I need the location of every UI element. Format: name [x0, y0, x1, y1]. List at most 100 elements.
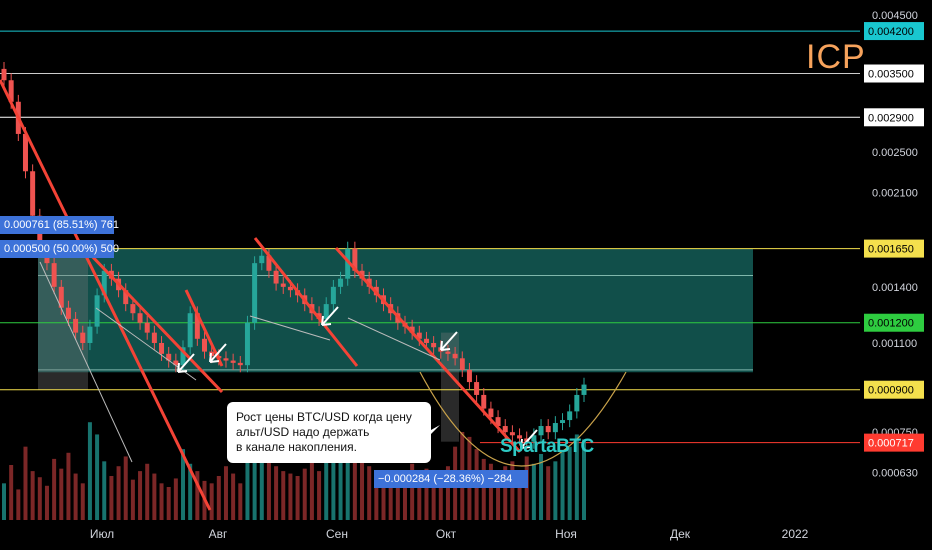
candle-body [409, 326, 415, 333]
candle-body [352, 248, 358, 271]
candle-body [517, 435, 523, 439]
candle-body [445, 351, 451, 354]
candle-body [531, 435, 537, 442]
candle-body [323, 304, 329, 319]
y-tick-label: 0.001400 [872, 282, 918, 294]
candle-body [423, 338, 429, 343]
signal-arrow [520, 429, 538, 449]
volume-bar [331, 446, 336, 520]
volume-bar [417, 473, 422, 520]
volume-bar [52, 458, 57, 520]
candle-body [280, 283, 286, 287]
volume-bar [152, 473, 157, 520]
candle-body [130, 304, 136, 314]
volume-bar [539, 454, 544, 520]
measure-label-upper: 0.000761 (85.51%) 761 [0, 216, 119, 234]
candle-body [273, 270, 279, 284]
volume-bar [367, 466, 372, 520]
volume-bar [281, 471, 286, 520]
candle-body [416, 332, 422, 339]
candle-body [123, 290, 129, 305]
candle-body [22, 133, 28, 172]
volume-bar [424, 468, 429, 520]
candle-body [1, 68, 7, 81]
volume-bar [524, 456, 529, 520]
rounding-bottom-arc [419, 371, 627, 467]
level-price-label: 0.001200 [868, 318, 914, 330]
volume-bar [23, 446, 28, 520]
signal-arrow [440, 331, 458, 351]
volume-bar [510, 461, 515, 520]
volume-bar [216, 476, 221, 520]
candle-body [474, 382, 480, 395]
x-tick-label: Авг [209, 527, 228, 541]
level-price-tag [864, 108, 924, 127]
x-tick-label: Окт [436, 527, 457, 541]
volume-bar [37, 477, 42, 520]
candle-body [51, 263, 57, 287]
candle-body [538, 426, 544, 436]
candle-body [502, 426, 508, 433]
candle-body [287, 286, 293, 291]
volume-bar [102, 461, 107, 520]
volume-bar [16, 489, 21, 520]
note-line: в канале накопления. [236, 440, 357, 454]
y-tick-label: 0.001100 [872, 338, 917, 350]
candle-body [431, 342, 437, 348]
level-price-label: 0.004200 [868, 26, 914, 38]
level-price-tag [864, 239, 924, 258]
volume-bar [481, 458, 486, 520]
volume-bar [195, 471, 200, 520]
candle-body [80, 332, 86, 343]
x-tick-label: 2022 [782, 527, 809, 541]
measure-label-middle: 0.000500 (50.00%) 500 [0, 240, 119, 258]
author-watermark: SpartaBTC [500, 436, 594, 457]
candle-body [266, 255, 272, 271]
volume-bar [395, 478, 400, 520]
volume-bar [116, 466, 121, 520]
candle-body [338, 278, 344, 287]
signal-arrow [209, 343, 227, 363]
volume-bar [266, 458, 271, 520]
volume-bar [145, 463, 150, 520]
candle-body [87, 326, 93, 343]
volume-bar [288, 473, 293, 520]
ticker-label: ICP [806, 38, 866, 76]
volume-bar [259, 432, 264, 520]
y-tick-label: 0.002500 [872, 147, 918, 159]
volume-bar [574, 434, 579, 520]
volume-bar [66, 452, 71, 520]
volume-bar [252, 410, 257, 520]
volume-bar [553, 461, 558, 520]
candle-body [581, 384, 587, 395]
y-tick-label: 0.004500 [872, 10, 918, 22]
volume-bar [159, 483, 164, 520]
volume-bar [44, 485, 49, 520]
volume-bar [431, 471, 436, 520]
measure-box [38, 248, 88, 390]
volume-bar [130, 479, 135, 520]
volume-bar [73, 473, 78, 520]
candle-body [73, 318, 79, 333]
volume-bar [87, 422, 92, 520]
volume-bar [582, 439, 586, 520]
volume-bar [381, 473, 386, 520]
level-price-tag [864, 22, 924, 41]
candle-body [180, 347, 186, 366]
candle-body [137, 313, 143, 323]
volume-bar [223, 466, 228, 520]
candle-body [567, 411, 573, 421]
volume-bar [80, 483, 85, 520]
volume-bar [567, 446, 572, 520]
volume-bar [338, 456, 343, 520]
volume-bar [488, 463, 493, 520]
candle-body [8, 80, 14, 102]
level-price-tag [864, 64, 924, 83]
candle-body [30, 171, 36, 216]
volume-bar [324, 452, 329, 520]
volume-bar [517, 471, 522, 520]
x-tick-label: Ноя [555, 527, 577, 541]
candle-body [560, 420, 566, 424]
volume-bar [388, 476, 393, 520]
